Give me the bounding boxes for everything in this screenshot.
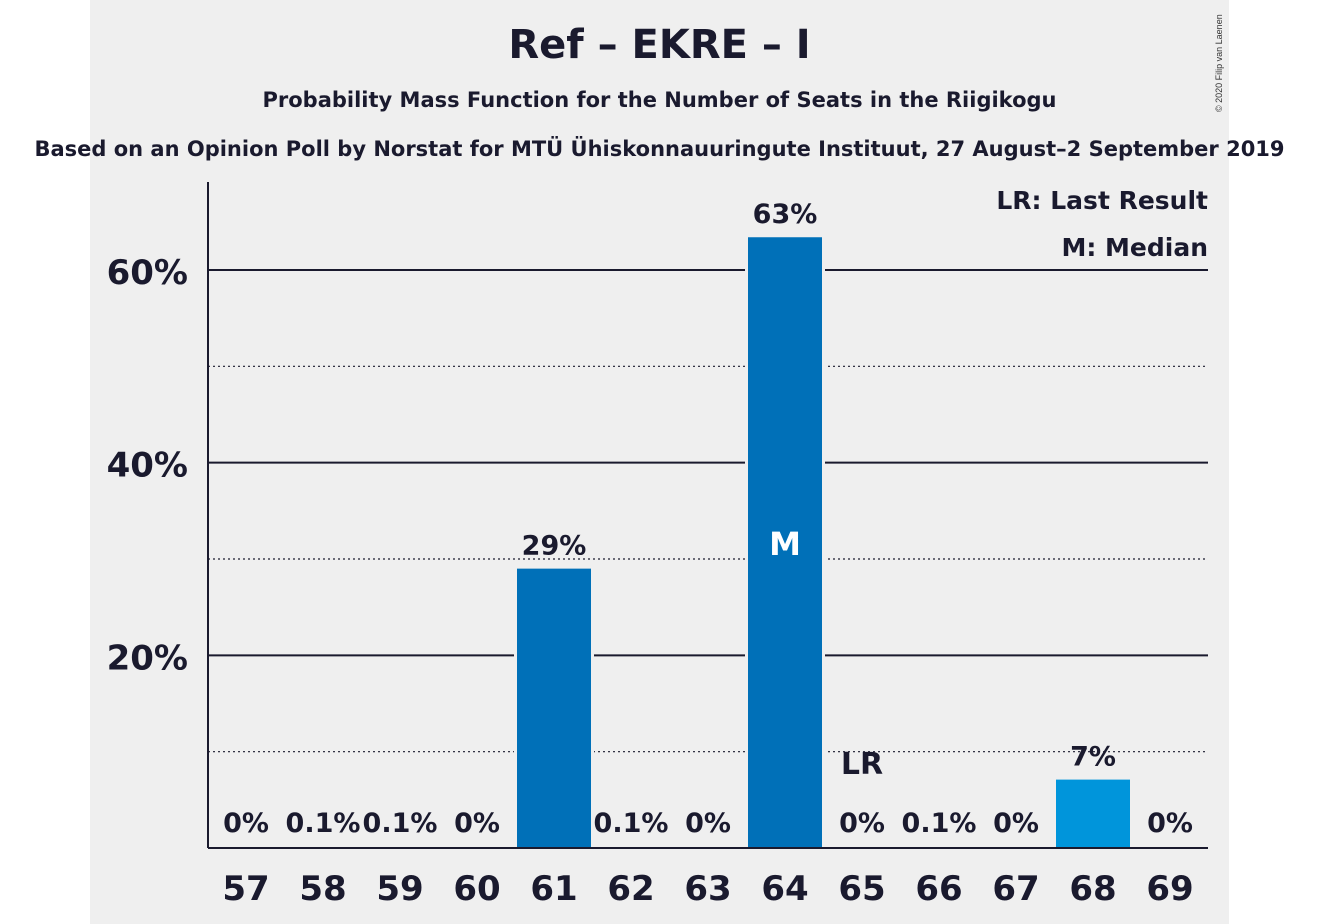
- x-tick-label: 66: [915, 869, 962, 909]
- chart-subtitle: Probability Mass Function for the Number…: [262, 88, 1057, 112]
- x-tick-label: 58: [299, 869, 346, 909]
- y-tick-label: 20%: [107, 638, 188, 678]
- x-tick-label: 62: [607, 869, 654, 909]
- value-label: 0%: [685, 808, 731, 839]
- x-tick-label: 68: [1069, 869, 1116, 909]
- legend-entry: LR: Last Result: [996, 186, 1208, 215]
- value-label: 7%: [1070, 742, 1116, 773]
- value-label: 0%: [993, 808, 1039, 839]
- legend-entry: M: Median: [1061, 233, 1208, 262]
- y-tick-label: 40%: [107, 446, 188, 486]
- value-label: 0.1%: [902, 808, 977, 839]
- chart-title: Ref – EKRE – I: [508, 22, 811, 68]
- value-label: 29%: [522, 531, 587, 562]
- x-tick-label: 64: [761, 869, 808, 909]
- value-label: 63%: [753, 199, 818, 230]
- value-label: 0.1%: [363, 808, 438, 839]
- bar: [748, 237, 822, 848]
- x-tick-label: 59: [376, 869, 423, 909]
- value-label: 0%: [454, 808, 500, 839]
- value-label: 0%: [839, 808, 885, 839]
- x-tick-label: 63: [684, 869, 731, 909]
- value-label: 0.1%: [286, 808, 361, 839]
- x-tick-label: 69: [1146, 869, 1193, 909]
- y-tick-label: 60%: [107, 253, 188, 293]
- x-tick-label: 57: [222, 869, 269, 909]
- x-tick-label: 60: [453, 869, 500, 909]
- value-label: 0.1%: [594, 808, 669, 839]
- bar: [517, 568, 591, 848]
- chart-source: Based on an Opinion Poll by Norstat for …: [34, 137, 1285, 161]
- x-tick-label: 61: [530, 869, 577, 909]
- last-result-marker: LR: [841, 747, 883, 782]
- x-tick-label: 65: [838, 869, 885, 909]
- value-label: 0%: [223, 808, 269, 839]
- x-tick-label: 67: [992, 869, 1039, 909]
- median-marker: M: [769, 525, 801, 563]
- bar: [1056, 779, 1130, 848]
- value-label: 0%: [1147, 808, 1193, 839]
